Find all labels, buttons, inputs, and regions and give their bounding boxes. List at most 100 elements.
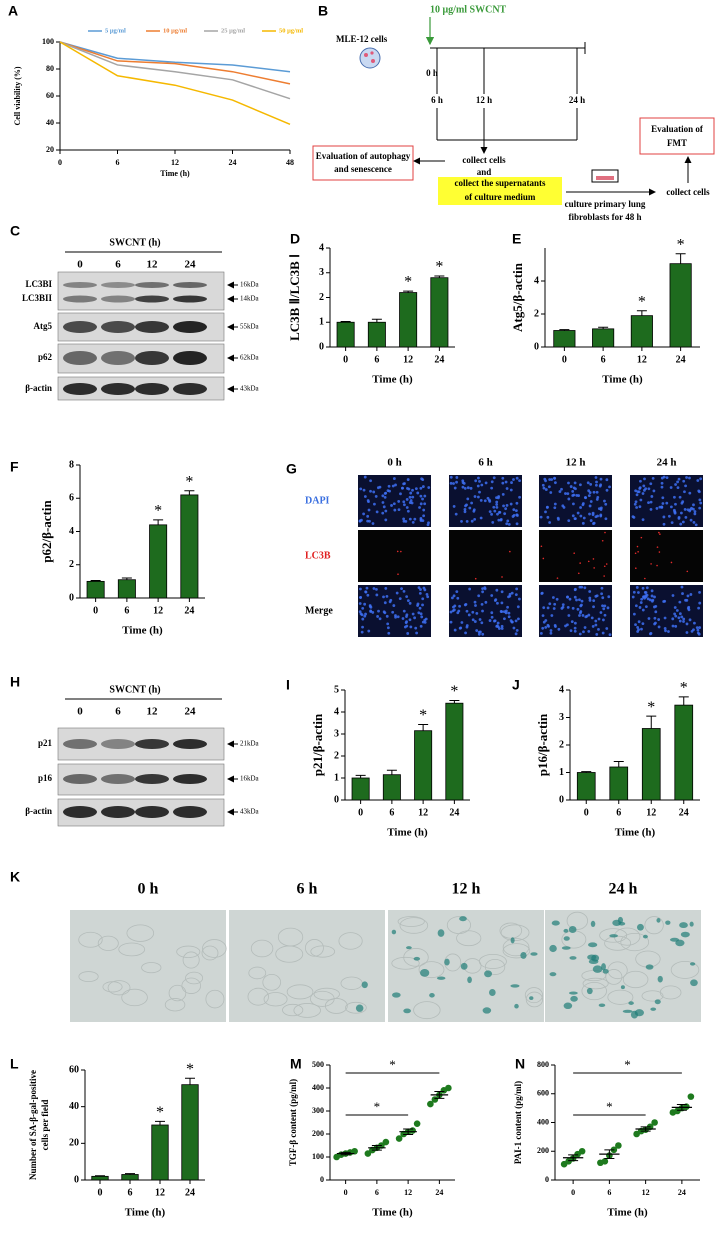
cell-nucleus (657, 625, 661, 629)
bar (445, 702, 464, 801)
blot-band (101, 806, 135, 818)
bar (121, 1174, 139, 1181)
stained-cell (510, 984, 520, 988)
row-label: DAPI (305, 495, 330, 506)
y-tick-label: 4 (319, 242, 324, 253)
cell-nucleus (686, 570, 689, 573)
cell-nucleus (478, 479, 481, 483)
timepoint: 12 h (476, 95, 492, 105)
stained-cell (675, 939, 685, 947)
chart: N 0 200 400 600 800 0 6 12 24 Time (h) PAI-1 conten… (513, 1056, 700, 1219)
cell-nucleus (452, 482, 455, 485)
cell-nucleus (595, 490, 599, 494)
x-tick-label: 0 (93, 605, 98, 616)
x-tick-label: 0 (358, 807, 363, 818)
chart: A 20 40 60 80 100 0 6 12 24 48 Time (h) Cell viabili… (8, 3, 303, 178)
legend-label: 5 μg/ml (105, 27, 126, 34)
significance-label: * (677, 236, 685, 253)
cell-nucleus (394, 614, 397, 617)
cell-nucleus (500, 610, 504, 613)
blot-band (63, 739, 97, 749)
bar (151, 1124, 169, 1181)
stained-cell (690, 979, 698, 987)
cell-nucleus (499, 518, 503, 521)
error-bar (559, 329, 570, 331)
cell-nucleus (480, 603, 484, 606)
stained-cell (444, 958, 450, 966)
lane-label: 24 (185, 706, 197, 718)
cell-nucleus (651, 476, 655, 480)
cell-nucleus (673, 606, 677, 609)
cell-nucleus (369, 489, 372, 493)
cell-nucleus (408, 618, 412, 622)
cell-nucleus (635, 493, 639, 497)
cell-nucleus (361, 617, 365, 621)
cell-nucleus (599, 506, 603, 510)
cell-nucleus (504, 480, 508, 484)
cell-nucleus (599, 514, 603, 518)
error-bar (568, 1154, 579, 1162)
cell-nucleus (541, 626, 545, 630)
error-bar (403, 1128, 414, 1135)
cell-nucleus (674, 502, 677, 506)
bar (382, 774, 401, 801)
stained-cell (391, 929, 397, 935)
cell-nucleus (607, 595, 611, 599)
blot-band (101, 739, 135, 749)
cell-nucleus (642, 484, 646, 488)
data-point (601, 1158, 609, 1165)
cell-nucleus (650, 563, 652, 565)
y-tick-label: 2 (534, 308, 539, 319)
cell-nucleus (589, 500, 593, 503)
data-point (615, 1142, 622, 1149)
y-axis-label: cells per field (40, 1100, 50, 1151)
blot-band (135, 321, 169, 333)
cell-nucleus (451, 596, 454, 600)
cell-nucleus (608, 633, 612, 637)
cell-nucleus (689, 518, 693, 522)
cell-nucleus (361, 606, 365, 610)
stained-cell (609, 934, 618, 938)
bar (576, 772, 596, 801)
cell-nucleus (597, 627, 600, 631)
timepoint: 6 h (431, 95, 443, 105)
cell-nucleus (454, 512, 458, 516)
cell-nucleus (406, 632, 410, 635)
cell-nucleus (416, 602, 420, 606)
cell-nucleus (490, 615, 494, 619)
y-axis-label: p16/β-actin (535, 713, 550, 776)
y-axis-label: p62/β-actin (39, 500, 54, 563)
cell-nucleus (597, 617, 601, 621)
cell-nucleus (391, 610, 395, 614)
cell-nucleus (658, 505, 662, 509)
y-axis-label: TGF-β content (pg/ml) (288, 1079, 298, 1166)
cell-nucleus (396, 615, 400, 619)
x-axis-label: Time (h) (607, 1207, 648, 1219)
y-tick-label: 6 (69, 493, 74, 504)
row-label: Merge (305, 605, 333, 616)
blot-band (63, 351, 97, 365)
cell-nucleus (587, 629, 591, 633)
cell-nucleus (475, 629, 479, 632)
cell-nucleus (401, 486, 404, 490)
cell-nucleus (640, 597, 644, 601)
significance-label: * (450, 683, 458, 700)
cell-nucleus (645, 593, 649, 597)
cell-nucleus (595, 498, 599, 501)
y-tick-label: 200 (537, 1146, 549, 1155)
cell-outline (397, 916, 425, 927)
stained-cell (459, 916, 467, 922)
cell-nucleus (408, 517, 412, 521)
y-tick-label: 0 (69, 592, 74, 603)
stained-cell (620, 985, 625, 990)
cell-nucleus (680, 511, 683, 515)
stained-cell (561, 946, 571, 950)
cell-nucleus (514, 509, 518, 512)
cell-outline (293, 1003, 321, 1018)
cell-nucleus (364, 590, 368, 594)
cell-nucleus (656, 546, 659, 548)
y-tick-label: 60 (69, 1064, 79, 1075)
cell-nucleus (638, 505, 642, 509)
cell-nucleus (594, 623, 598, 627)
